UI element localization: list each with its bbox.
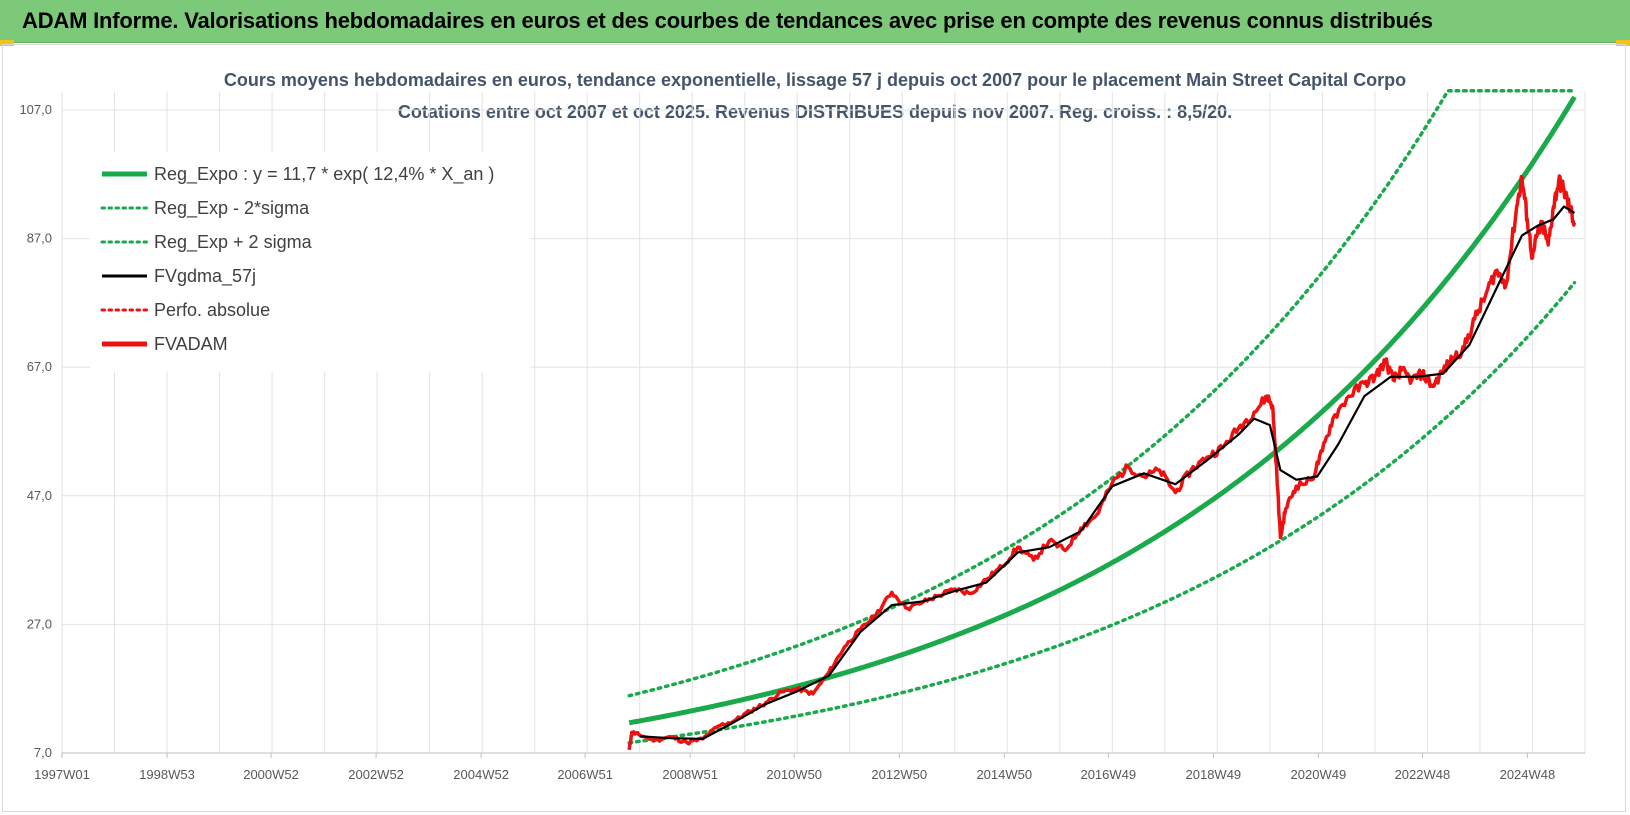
y-axis-labels: 7,0 27,0 47,0 67,0 87,0 107,0 <box>19 102 52 760</box>
x-tick-label: 2022W48 <box>1395 767 1451 782</box>
legend-label: FVgdma_57j <box>154 266 256 287</box>
y-tick-label: 7,0 <box>34 745 52 760</box>
trend-lower-line <box>627 280 1577 745</box>
legend-label: Perfo. absolue <box>154 300 270 320</box>
corner-marker <box>0 40 14 46</box>
x-tick-label: 2004W52 <box>453 767 509 782</box>
x-tick-label: 1997W01 <box>34 767 90 782</box>
y-tick-label: 47,0 <box>27 488 52 503</box>
x-axis-labels: 1997W01 1998W53 2000W52 2002W52 2004W52 2006W… <box>34 767 1555 782</box>
y-tick-label: 67,0 <box>27 359 52 374</box>
series-layer <box>627 88 1577 750</box>
corner-marker <box>1616 40 1630 46</box>
smoothed-line <box>639 205 1576 740</box>
x-tick-label: 1998W53 <box>139 767 195 782</box>
chart-frame <box>2 44 1626 812</box>
legend-label: Reg_Exp + 2 sigma <box>154 232 313 253</box>
chart-subtitle: Cotations entre oct 2007 et oct 2025. Re… <box>398 102 1232 122</box>
page-title: ADAM Informe. Valorisations hebdomadaire… <box>22 8 1433 33</box>
y-tick-label: 27,0 <box>27 616 52 631</box>
x-tick-label: 2012W50 <box>871 767 927 782</box>
y-tick-label: 107,0 <box>19 102 52 117</box>
legend-label: Reg_Expo : y = 11,7 * exp( 12,4% * X_an … <box>154 164 494 185</box>
x-tick-label: 2016W49 <box>1080 767 1136 782</box>
legend-label: FVADAM <box>154 334 228 354</box>
x-tick-label: 2006W51 <box>557 767 613 782</box>
legend-label: Reg_Exp - 2*sigma <box>154 198 310 219</box>
y-tick-label: 87,0 <box>27 231 52 246</box>
x-tick-label: 2002W52 <box>348 767 404 782</box>
x-tick-label: 2024W48 <box>1500 767 1556 782</box>
trend-upper-line <box>627 88 1577 698</box>
price-line <box>627 174 1577 750</box>
legend: Reg_Expo : y = 11,7 * exp( 12,4% * X_an … <box>100 164 494 354</box>
x-tick-label: 2018W49 <box>1186 767 1242 782</box>
chart-title: Cours moyens hebdomadaires en euros, ten… <box>224 70 1406 90</box>
x-tick-label: 2020W49 <box>1291 767 1347 782</box>
x-tick-label: 2010W50 <box>766 767 822 782</box>
x-tick-label: 2014W50 <box>976 767 1032 782</box>
x-tick-label: 2008W51 <box>662 767 718 782</box>
page-header: ADAM Informe. Valorisations hebdomadaire… <box>0 0 1630 43</box>
legend-background <box>90 152 530 372</box>
x-tick-label: 2000W52 <box>243 767 299 782</box>
